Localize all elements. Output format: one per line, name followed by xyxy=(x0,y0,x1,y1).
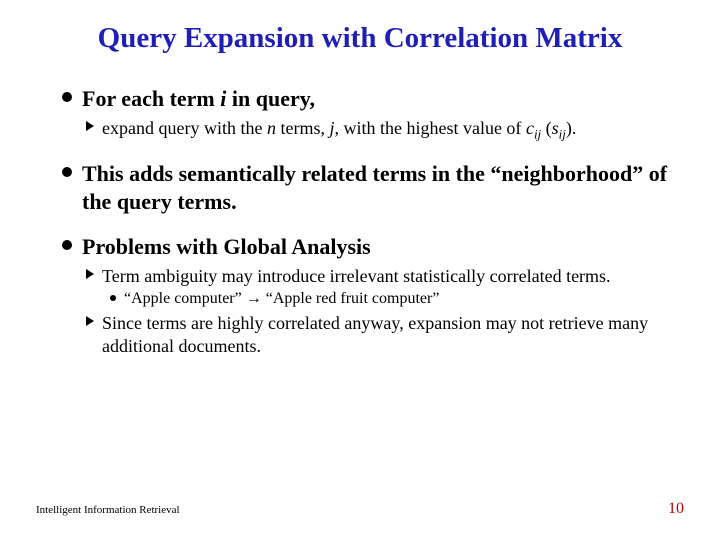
bullet-block-1: For each term i in query, expand query w… xyxy=(62,85,670,142)
text-part: in query, xyxy=(226,86,315,111)
text-part: expand query with the xyxy=(102,118,267,138)
slide-title: Query Expansion with Correlation Matrix xyxy=(0,0,720,63)
bullet-3-sub-1-text: Term ambiguity may introduce irrelevant … xyxy=(102,265,611,288)
text-subscript: ij xyxy=(559,126,566,141)
text-italic: c xyxy=(526,118,534,138)
text-part: ( xyxy=(541,118,552,138)
bullet-3-text: Problems with Global Analysis xyxy=(82,233,371,261)
text-part: ). xyxy=(566,118,577,138)
bullet-3-sub-1a-text: “Apple computer” → “Apple red fruit comp… xyxy=(124,289,439,309)
bullet-1-sub-1-text: expand query with the n terms, j, with t… xyxy=(102,117,576,143)
bullet-disc-icon xyxy=(62,240,72,250)
bullet-3-sub-1: Term ambiguity may introduce irrelevant … xyxy=(86,265,670,288)
bullet-3: Problems with Global Analysis xyxy=(62,233,670,261)
bullet-disc-icon xyxy=(62,92,72,102)
bullet-disc-icon xyxy=(62,167,72,177)
text-italic: s xyxy=(552,118,559,138)
bullet-block-2: This adds semantically related terms in … xyxy=(62,160,670,215)
bullet-3-sub-2-text: Since terms are highly correlated anyway… xyxy=(102,312,670,357)
text-part: , with the highest value of xyxy=(334,118,525,138)
bullet-3-sub-1a: “Apple computer” → “Apple red fruit comp… xyxy=(110,289,670,309)
slide-number: 10 xyxy=(668,500,684,518)
bullet-triangle-icon xyxy=(86,269,94,279)
bullet-small-disc-icon xyxy=(110,295,116,301)
bullet-1-text: For each term i in query, xyxy=(82,85,315,113)
footer-left: Intelligent Information Retrieval xyxy=(36,504,180,516)
text-part: For each term xyxy=(82,86,220,111)
bullet-triangle-icon xyxy=(86,316,94,326)
bullet-1: For each term i in query, xyxy=(62,85,670,113)
bullet-block-3: Problems with Global Analysis Term ambig… xyxy=(62,233,670,357)
bullet-2-text: This adds semantically related terms in … xyxy=(82,160,670,215)
text-italic: n xyxy=(267,118,276,138)
bullet-2: This adds semantically related terms in … xyxy=(62,160,670,215)
text-part: terms, xyxy=(276,118,330,138)
slide-content: For each term i in query, expand query w… xyxy=(0,63,720,357)
bullet-triangle-icon xyxy=(86,121,94,131)
bullet-1-sub-1: expand query with the n terms, j, with t… xyxy=(86,117,670,143)
bullet-3-sub-2: Since terms are highly correlated anyway… xyxy=(86,312,670,357)
